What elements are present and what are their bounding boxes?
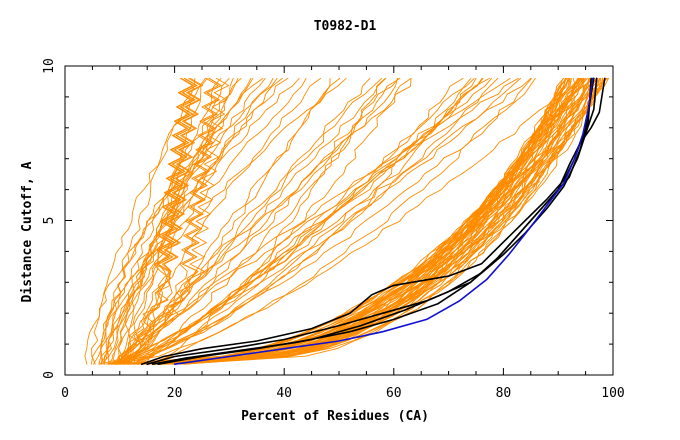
model-curve xyxy=(133,77,492,365)
model-curve xyxy=(113,77,511,365)
model-curve xyxy=(155,77,609,365)
model-curve xyxy=(120,77,254,365)
x-axis-label: Percent of Residues (CA) xyxy=(241,409,429,424)
model-curve xyxy=(114,77,387,365)
model-curve xyxy=(114,77,230,365)
model-curve xyxy=(119,77,472,365)
x-tick-label: 80 xyxy=(496,386,512,401)
tick-group: 0 20 40 60 80 100 0 5 10 xyxy=(42,58,625,401)
model-curve xyxy=(99,77,289,365)
model-curve xyxy=(114,77,532,365)
highlight-curve-group xyxy=(140,77,606,365)
model-curve xyxy=(108,77,477,365)
model-curve xyxy=(157,77,578,365)
model-curve xyxy=(103,77,307,365)
model-curve xyxy=(153,77,566,365)
model-curve xyxy=(90,77,222,365)
model-curve xyxy=(129,77,331,365)
model-curve xyxy=(116,77,204,365)
model-curve xyxy=(127,77,399,365)
model-curve xyxy=(114,77,412,365)
y-tick-label: 10 xyxy=(42,58,57,74)
chart-title: T0982-D1 xyxy=(314,19,377,34)
y-tick-label: 0 xyxy=(42,371,57,379)
model-curve xyxy=(152,77,386,365)
model-curve xyxy=(100,77,239,365)
model-curve xyxy=(159,77,593,365)
model-curve xyxy=(114,77,570,365)
model-curve xyxy=(117,77,222,365)
model-curve xyxy=(145,77,580,365)
model-curve xyxy=(132,77,398,365)
x-tick-label: 60 xyxy=(386,386,402,401)
x-tick-label: 0 xyxy=(61,386,69,401)
orange-curve-group xyxy=(84,77,609,365)
x-tick-label: 20 xyxy=(167,386,183,401)
model-curve xyxy=(130,77,464,365)
model-curve xyxy=(111,77,347,365)
model-curve xyxy=(98,77,264,365)
model-curve xyxy=(138,77,532,365)
model-curve xyxy=(118,77,219,365)
model-curve xyxy=(172,77,583,365)
model-curve xyxy=(109,77,588,365)
y-axis-label: Distance Cutoff, A xyxy=(20,161,35,302)
model-curve xyxy=(121,77,197,365)
black-model-curve xyxy=(140,77,595,365)
model-curve xyxy=(170,77,594,365)
blue-model-curve xyxy=(173,77,594,365)
model-curve xyxy=(124,77,230,365)
model-curve xyxy=(118,77,193,365)
x-tick-label: 40 xyxy=(276,386,292,401)
model-curve xyxy=(119,77,202,365)
model-curve xyxy=(107,77,499,365)
model-curve xyxy=(161,77,581,365)
model-curve xyxy=(101,77,196,365)
y-tick-label: 5 xyxy=(42,217,57,225)
model-curve xyxy=(116,77,519,365)
model-curve xyxy=(136,77,475,365)
x-tick-label: 100 xyxy=(601,386,624,401)
model-curve xyxy=(103,77,274,365)
model-curve xyxy=(108,77,300,365)
black-model-curve xyxy=(157,77,598,365)
